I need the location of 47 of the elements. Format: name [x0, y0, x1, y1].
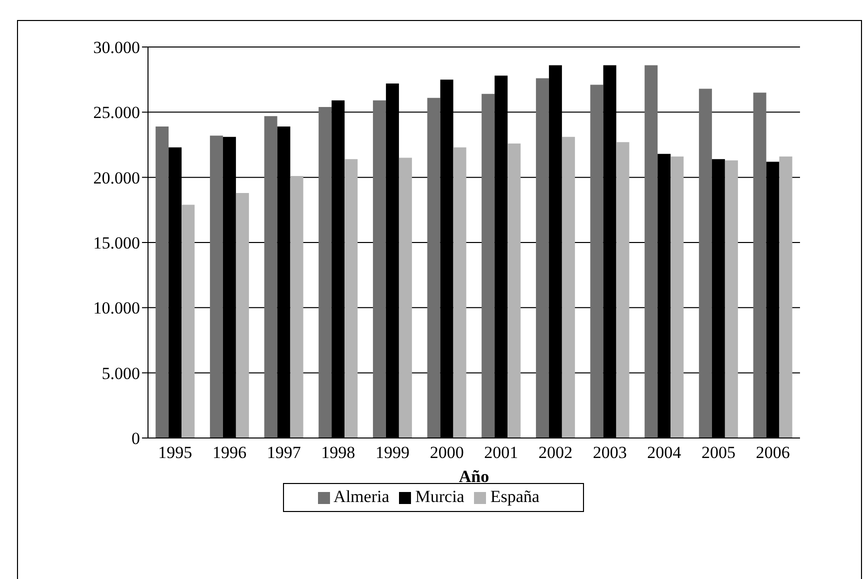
y-tick-label: 30.000 [93, 38, 140, 58]
x-tick-label: 2003 [592, 443, 627, 462]
bar [562, 136, 575, 438]
bar [156, 126, 169, 438]
bar [236, 192, 249, 438]
legend-label: Almeria [334, 487, 390, 506]
bar [427, 98, 440, 438]
legend-label: Murcia [415, 487, 464, 506]
x-tick-label: 1999 [376, 443, 410, 462]
x-tick-label: 2000 [430, 443, 464, 462]
y-tick-label: 25.000 [93, 103, 140, 122]
bar [779, 156, 792, 438]
x-tick-label: 2006 [756, 443, 790, 462]
x-tick-label: 2001 [484, 443, 518, 462]
bar [616, 142, 630, 438]
bar [398, 158, 412, 438]
bar [453, 147, 466, 438]
bar [344, 159, 358, 438]
x-tick-label: 1998 [321, 443, 356, 462]
x-tick-label: 2004 [647, 443, 682, 462]
bar [644, 65, 658, 438]
bar [753, 92, 766, 438]
bar [372, 100, 386, 438]
bar [482, 94, 495, 438]
legend-label: España [490, 487, 540, 506]
bar [724, 160, 738, 438]
x-axis-title: Año [458, 467, 490, 486]
y-tick-label: 20.000 [93, 168, 140, 188]
x-tick-label: 2002 [538, 443, 572, 462]
x-tick-label: 1996 [212, 443, 246, 462]
bar [182, 204, 195, 438]
y-tick-label: 15.000 [93, 234, 140, 253]
bar [536, 78, 549, 438]
bar [264, 116, 278, 438]
y-tick-label: 5.000 [102, 364, 140, 383]
bar [290, 176, 304, 438]
bar [670, 156, 684, 438]
bar [698, 88, 712, 438]
x-tick-label: 2005 [702, 443, 736, 462]
x-tick-label: 1997 [266, 443, 302, 462]
y-tick-label: 10.000 [93, 298, 140, 318]
y-tick-label: 0 [132, 429, 140, 448]
x-tick-label: 1995 [158, 443, 192, 462]
bar [210, 136, 223, 438]
bar [508, 143, 521, 438]
bar [318, 106, 332, 438]
bar [590, 84, 604, 438]
